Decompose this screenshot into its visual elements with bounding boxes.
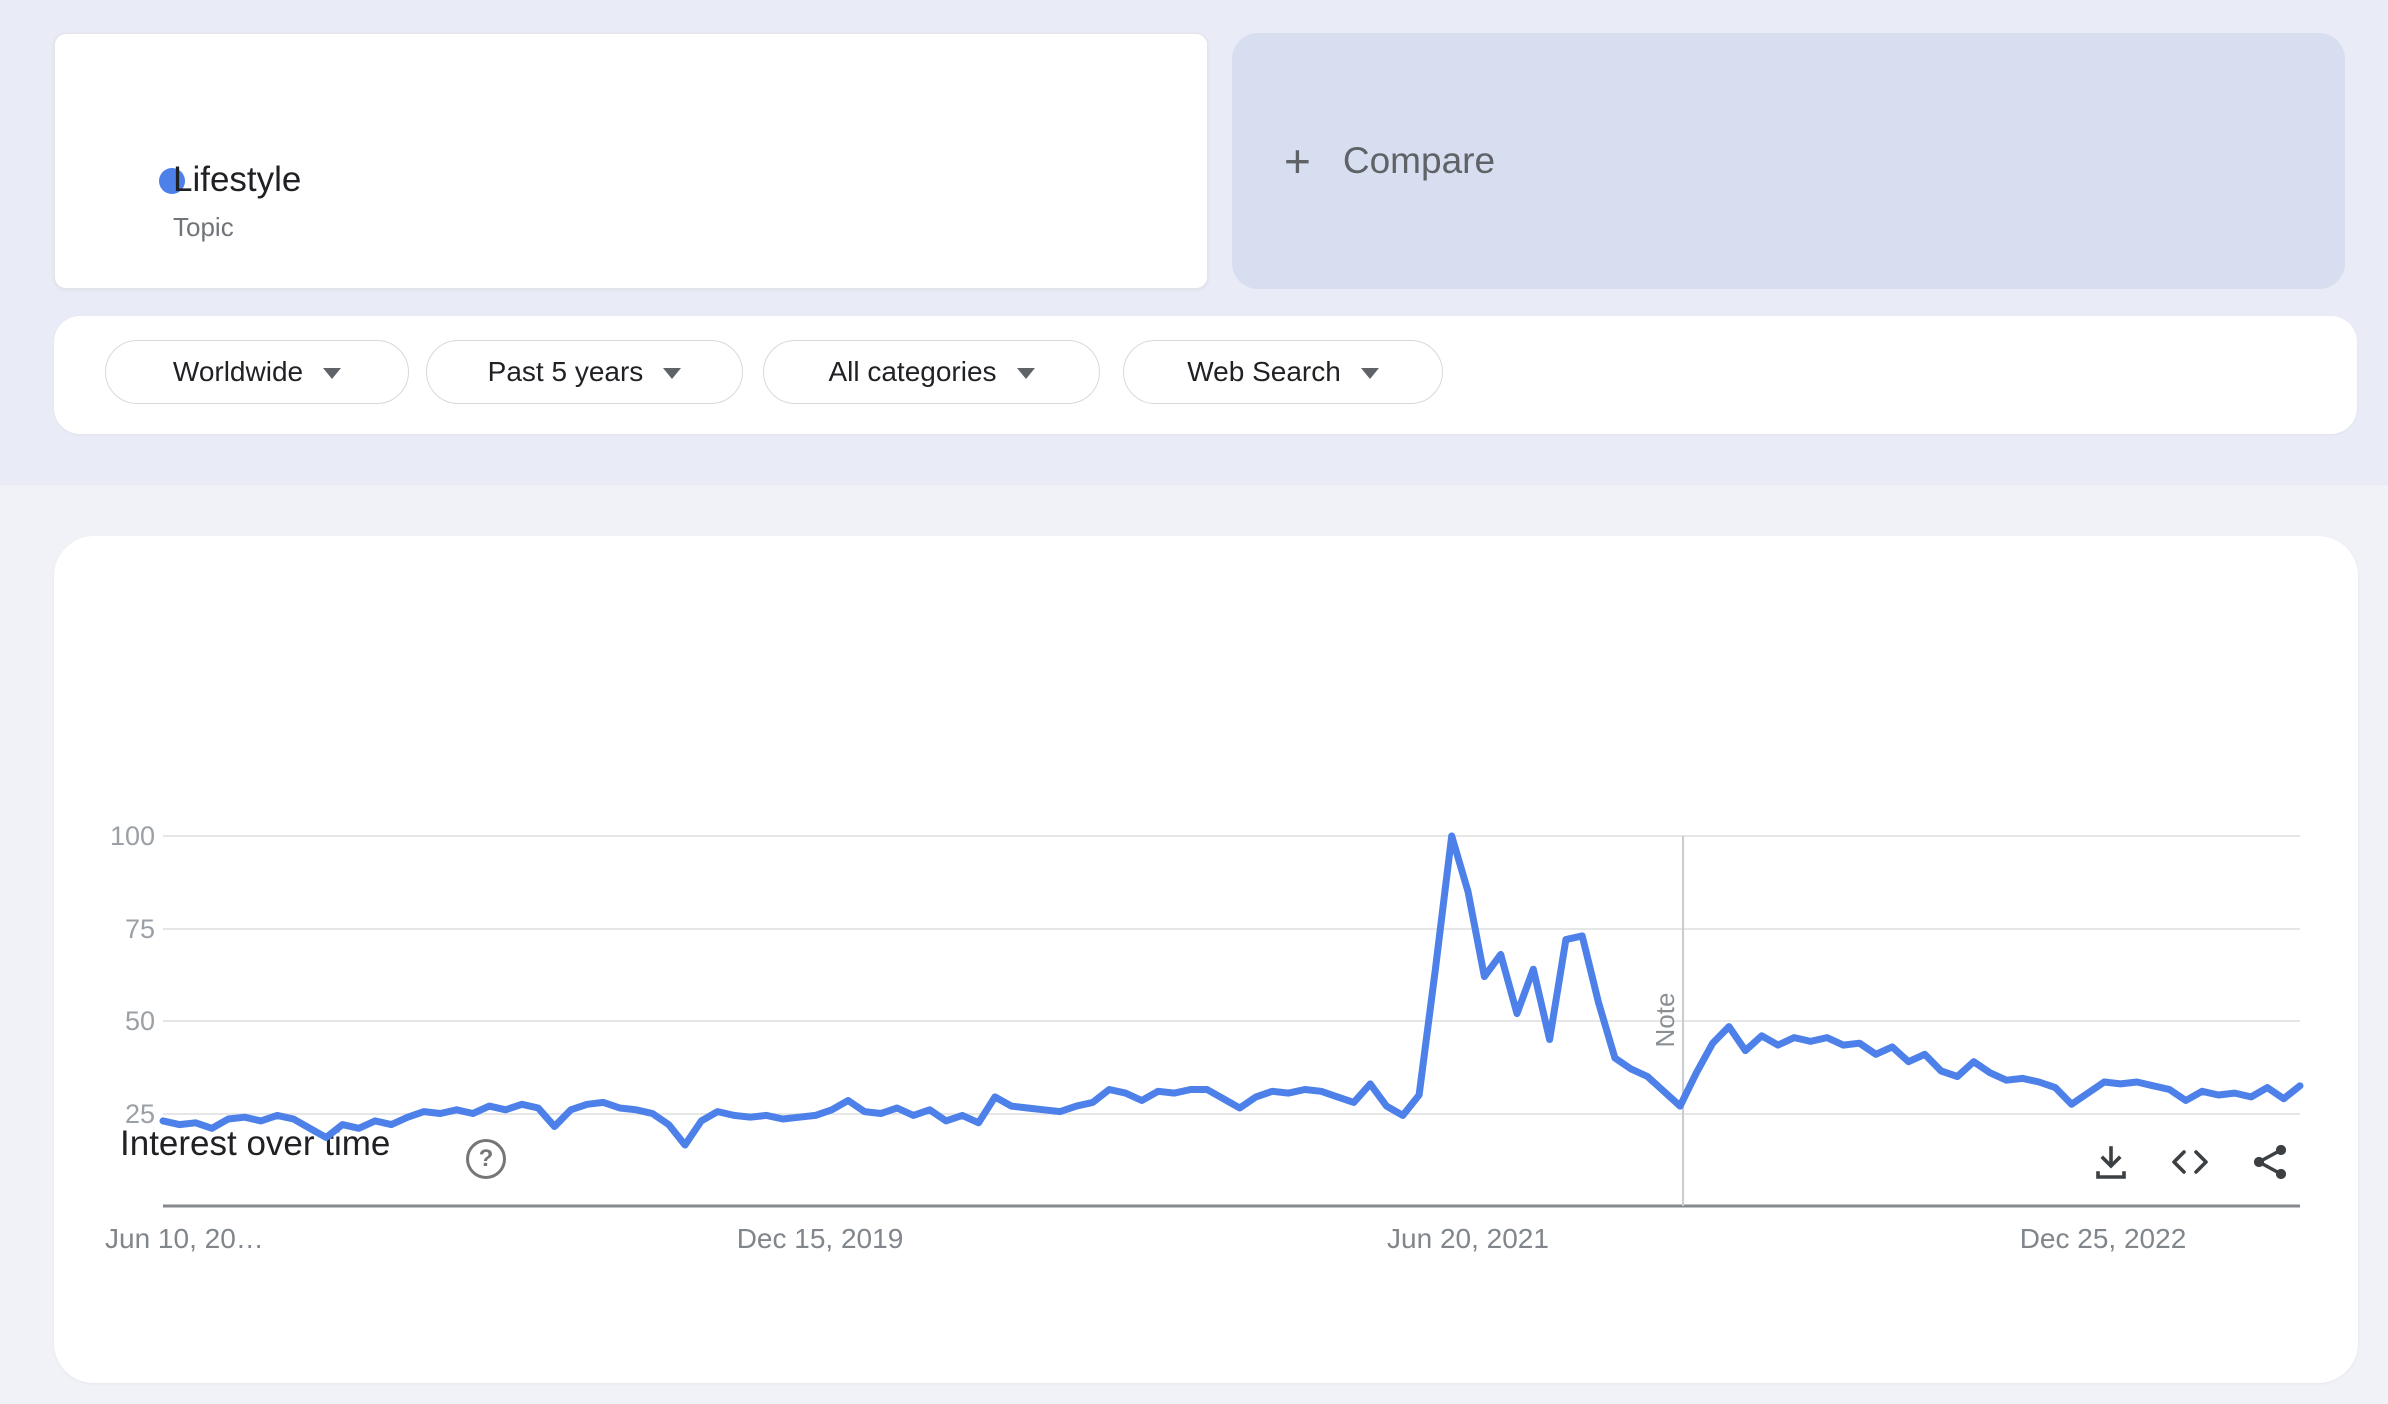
- y-tick-100: 100: [110, 821, 155, 851]
- series-color-dot: [159, 168, 185, 194]
- filter-timerange-label: Past 5 years: [487, 356, 644, 387]
- y-tick-75: 75: [125, 914, 155, 944]
- y-tick-25: 25: [125, 1099, 155, 1129]
- trend-chart: 100 75 50 25 Jun 10, 20… Dec 15, 2019 Ju…: [105, 821, 2304, 1254]
- interest-over-time-card: Interest over time ? 100 75 5: [54, 536, 2358, 1383]
- code-embed-icon: [2172, 1150, 2208, 1174]
- search-term-type: Topic: [173, 212, 234, 242]
- search-term-label: Lifestyle: [173, 160, 302, 199]
- embed-button[interactable]: [2168, 1140, 2212, 1184]
- trend-series-line[interactable]: [159, 832, 2304, 1149]
- note-marker-label[interactable]: Note: [1650, 993, 1680, 1048]
- chevron-down-icon: [1360, 368, 1379, 379]
- download-icon: [2096, 1146, 2126, 1179]
- filter-region-dropdown[interactable]: Worldwide: [105, 340, 409, 404]
- chevron-down-icon: [1016, 368, 1035, 379]
- x-tick-0: Jun 10, 20…: [105, 1223, 264, 1254]
- filter-property-dropdown[interactable]: Web Search: [1123, 340, 1443, 404]
- help-icon[interactable]: ?: [466, 1139, 506, 1179]
- search-term-card[interactable]: Lifestyle Topic: [54, 33, 1208, 289]
- filter-region-label: Worldwide: [172, 356, 304, 387]
- share-button[interactable]: [2248, 1140, 2292, 1184]
- x-tick-3: Dec 25, 2022: [2020, 1223, 2187, 1254]
- add-comparison-card[interactable]: + Compare: [1232, 33, 2345, 289]
- download-button[interactable]: [2089, 1140, 2133, 1184]
- filter-property-label: Web Search: [1187, 356, 1341, 387]
- plus-icon: +: [1284, 135, 1311, 187]
- share-icon: [2253, 1144, 2287, 1180]
- x-tick-2: Jun 20, 2021: [1387, 1223, 1549, 1254]
- x-tick-1: Dec 15, 2019: [737, 1223, 904, 1254]
- gridlines: [163, 835, 2300, 1208]
- filter-timerange-dropdown[interactable]: Past 5 years: [426, 340, 743, 404]
- filter-category-label: All categories: [828, 356, 997, 387]
- chart-title: Interest over time: [120, 1124, 391, 1163]
- chevron-down-icon: [323, 368, 342, 379]
- question-mark-glyph: ?: [478, 1145, 494, 1172]
- compare-label: Compare: [1342, 140, 1496, 181]
- chevron-down-icon: [663, 368, 682, 379]
- filter-category-dropdown[interactable]: All categories: [763, 340, 1100, 404]
- y-tick-50: 50: [125, 1006, 155, 1036]
